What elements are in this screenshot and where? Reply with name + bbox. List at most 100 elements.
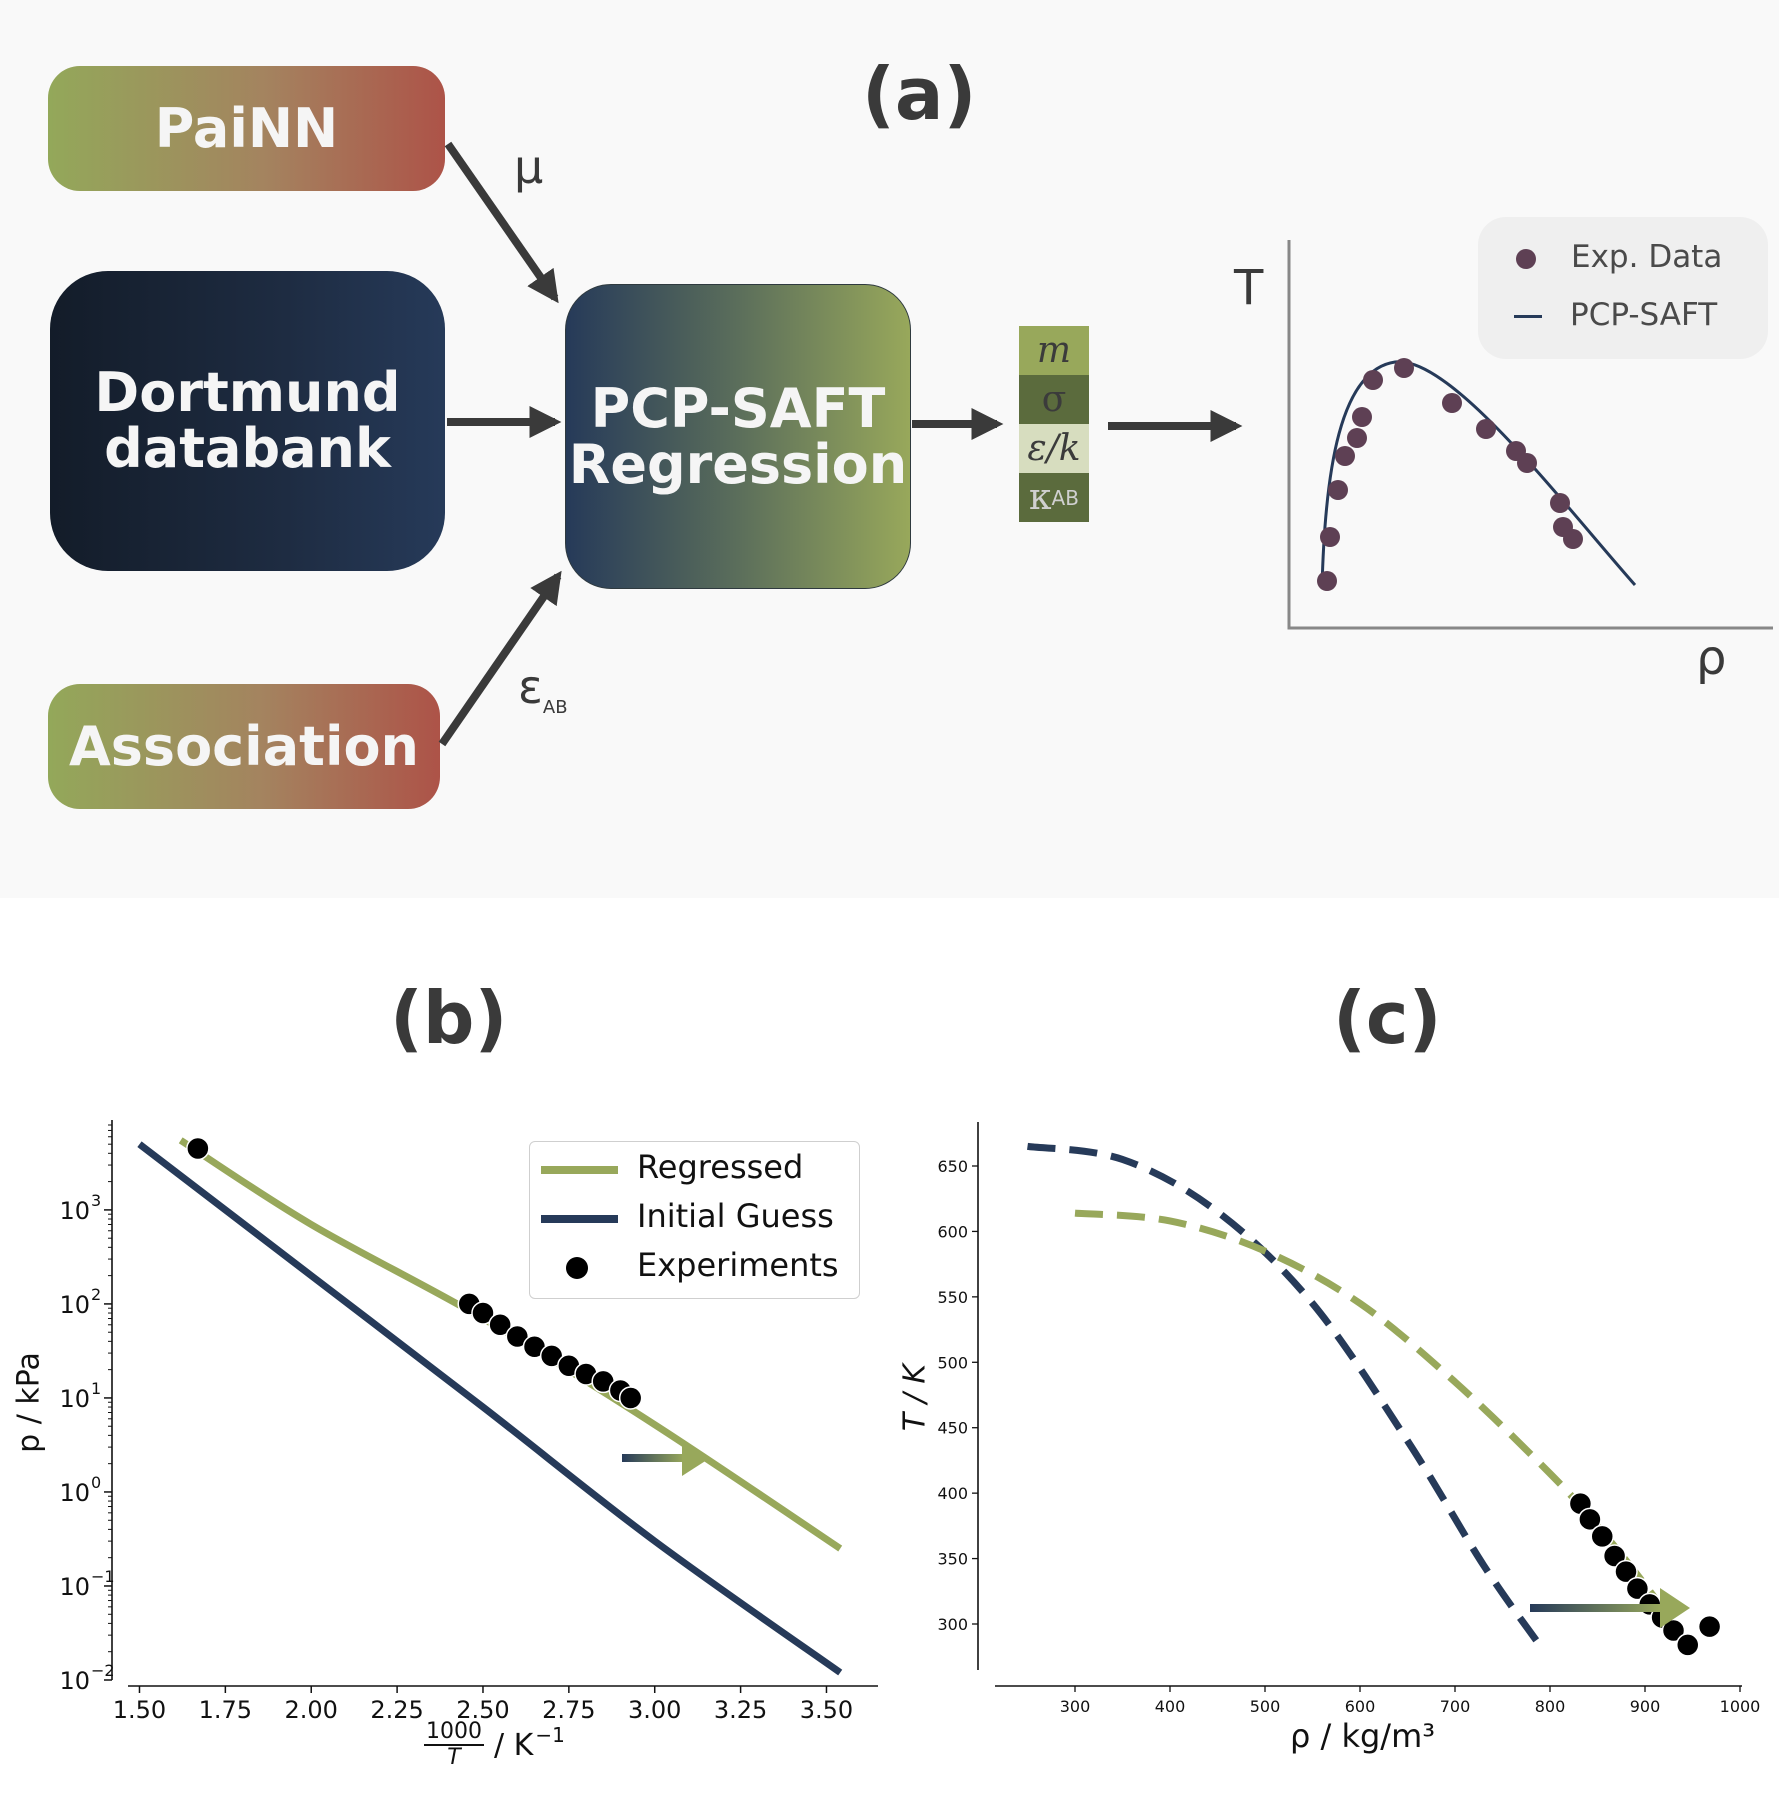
legend-initial-line [541, 1215, 618, 1223]
param-sigma: σ [1019, 375, 1089, 424]
panel-c-label: (c) [1333, 976, 1442, 1060]
chart-b-series-1 [137, 1141, 843, 1676]
chart-b-ytick-exponent: 3 [91, 1191, 101, 1210]
sketch-y-label: T [1234, 260, 1264, 316]
legend-experiments-dot [566, 1257, 588, 1279]
chart-b-ytick-exponent: 0 [91, 1473, 101, 1492]
chart-b-experiment-point [471, 1301, 495, 1325]
sketch-x-label: ρ [1696, 630, 1727, 686]
chart-b-ytick-exponent: −1 [91, 1567, 115, 1586]
dortmund-databank-box: Dortmund databank [50, 271, 445, 571]
chart-c-experiment-point [1625, 1576, 1650, 1601]
chart-c-xtick-label: 300 [1060, 1697, 1091, 1716]
chart-c: 300 400 500 600 700 800 900 1000 300 350 400 450 500… [937, 1122, 1760, 1716]
chart-b-xtick-label: 2.25 [370, 1696, 423, 1724]
param-m: m [1019, 326, 1089, 375]
chart-b-xtick-label: 2.75 [542, 1696, 595, 1724]
pcp-label-line2: Regression [568, 432, 908, 496]
chart-b-experiment-point [488, 1313, 512, 1337]
chart-b-ytick-label: 10 [59, 1479, 90, 1507]
chart-b-ytick-exponent: 1 [91, 1379, 101, 1398]
chart-c-ytick-label: 550 [937, 1288, 968, 1307]
arrow-association-to-pcp [438, 570, 562, 747]
chart-b-xtick-label: 2.00 [285, 1696, 338, 1724]
chart-c-xtick-label: 900 [1630, 1697, 1661, 1716]
epsilon-ab-label: εAB [518, 660, 568, 719]
chart-c-ytick-label: 300 [937, 1615, 968, 1634]
chart-b-xlabel-den: T [447, 1745, 461, 1770]
chart-b-ylabel: p / kPa [11, 1352, 47, 1453]
chart-c-ytick-label: 450 [937, 1419, 968, 1438]
chart-b-legend: Regressed Initial Guess Experiments [529, 1141, 860, 1299]
chart-b-xtick-label: 1.75 [199, 1696, 252, 1724]
chart-c-ytick-label: 650 [937, 1157, 968, 1176]
legend-regressed-label: Regressed [637, 1148, 804, 1186]
chart-b-xlabel-exp: −1 [535, 1723, 565, 1747]
chart-c-experiment-point [1676, 1633, 1700, 1657]
sketch-legend-line [1514, 315, 1542, 318]
chart-b-shift-arrow-shaft [622, 1454, 684, 1462]
legend-regressed-line [541, 1166, 618, 1174]
chart-c-experiment-point [1697, 1614, 1722, 1639]
chart-c-ytick-label: 500 [937, 1353, 968, 1372]
sketch-legend-exp: Exp. Data [1571, 239, 1723, 275]
panel-a-label: (a) [862, 52, 977, 136]
legend-experiments-label: Experiments [637, 1246, 839, 1284]
chart-b-xtick-label: 2.50 [456, 1696, 509, 1724]
chart-b-shift-arrow-head [682, 1440, 710, 1476]
sketch-legend-pcp: PCP-SAFT [1570, 297, 1718, 333]
chart-b-xlabel: 1000 T / K −1 [424, 1720, 565, 1770]
chart-c-xtick-label: 700 [1440, 1697, 1471, 1716]
sketch-legend: Exp. Data PCP-SAFT [1478, 217, 1768, 359]
chart-c-xtick-label: 500 [1250, 1697, 1281, 1716]
kappa-subscript: AB [1051, 485, 1079, 510]
chart-c-xtick-label: 800 [1535, 1697, 1566, 1716]
chart-b-ytick-label: 10 [59, 1385, 90, 1413]
sketch-exp-points [1317, 358, 1583, 591]
chart-c-ytick-label: 600 [937, 1222, 968, 1241]
chart-b-xtick-label: 3.50 [800, 1696, 853, 1724]
chart-c-shift-arrow-head [1660, 1588, 1690, 1628]
pcp-label-line1: PCP-SAFT [590, 376, 886, 440]
sketch-pcp-saft-curve [1320, 360, 1637, 589]
dortmund-label-line1: Dortmund [94, 361, 401, 424]
association-label: Association [69, 715, 419, 778]
sketch-legend-dot [1516, 249, 1536, 269]
chart-c-experiment-point [1614, 1559, 1638, 1584]
chart-c-xtick-label: 400 [1155, 1697, 1186, 1716]
chart-b-ytick-exponent: −2 [91, 1661, 115, 1680]
painn-box: PaiNN [48, 66, 445, 191]
chart-b-experiment-point [618, 1386, 643, 1410]
chart-c-shift-arrow-shaft [1530, 1604, 1662, 1612]
param-epsilon-k: ε/k [1019, 424, 1089, 473]
chart-b-ytick-exponent: 2 [91, 1285, 101, 1304]
painn-label: PaiNN [154, 97, 339, 160]
chart-b-ytick-label: 10 [59, 1291, 90, 1319]
legend-initial-label: Initial Guess [637, 1197, 834, 1235]
chart-b-experiment-point [505, 1324, 530, 1349]
chart-b-ytick-label: 10 [59, 1573, 90, 1601]
chart-c-ytick-label: 400 [937, 1484, 968, 1503]
mu-label: μ [514, 140, 544, 194]
chart-c-ylabel: T / K [897, 1363, 933, 1432]
arrow-painn-to-pcp [444, 141, 559, 304]
chart-b-xlabel-unit: / K [494, 1727, 534, 1763]
chart-b-xtick-label: 3.25 [714, 1696, 767, 1724]
chart-c-series-1 [1074, 1209, 1691, 1646]
association-box: Association [48, 684, 440, 809]
chart-b-xlabel-num: 1000 [424, 1719, 484, 1746]
chart-b-ytick-label: 10 [59, 1197, 90, 1225]
dortmund-label-line2: databank [104, 417, 391, 480]
panel-a-arrows [438, 141, 1773, 747]
chart-b-xtick-label: 1.50 [113, 1696, 166, 1724]
pcp-saft-regression-box: PCP-SAFT Regression [565, 284, 911, 589]
chart-c-xlabel: ρ / kg/m³ [1290, 1717, 1436, 1755]
chart-c-series-0 [1027, 1142, 1544, 1649]
panel-b-label: (b) [390, 976, 508, 1060]
chart-b-ytick-label: 10 [59, 1667, 90, 1695]
chart-c-xtick-label: 600 [1345, 1697, 1376, 1716]
sketch-axes [1287, 240, 1773, 630]
chart-c-experiment-point [1602, 1544, 1627, 1568]
chart-c-experiment-point [1661, 1618, 1686, 1643]
